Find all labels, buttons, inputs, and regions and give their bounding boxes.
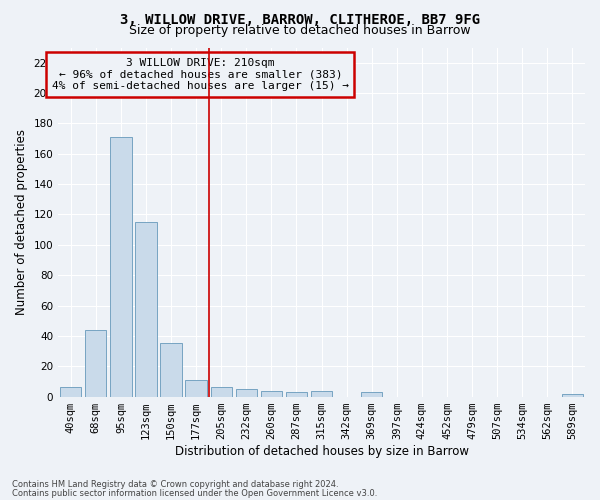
Bar — [136, 222, 157, 396]
Text: Size of property relative to detached houses in Barrow: Size of property relative to detached ho… — [129, 24, 471, 37]
Bar — [286, 392, 307, 396]
Bar — [236, 389, 257, 396]
Bar — [562, 394, 583, 396]
Bar — [211, 388, 232, 396]
Bar — [261, 390, 282, 396]
Text: Contains HM Land Registry data © Crown copyright and database right 2024.: Contains HM Land Registry data © Crown c… — [12, 480, 338, 489]
Y-axis label: Number of detached properties: Number of detached properties — [15, 129, 28, 315]
Bar — [361, 392, 382, 396]
Bar — [85, 330, 106, 396]
Bar — [311, 390, 332, 396]
Text: Contains public sector information licensed under the Open Government Licence v3: Contains public sector information licen… — [12, 488, 377, 498]
X-axis label: Distribution of detached houses by size in Barrow: Distribution of detached houses by size … — [175, 444, 469, 458]
Text: 3, WILLOW DRIVE, BARROW, CLITHEROE, BB7 9FG: 3, WILLOW DRIVE, BARROW, CLITHEROE, BB7 … — [120, 12, 480, 26]
Bar — [160, 344, 182, 396]
Bar — [110, 137, 131, 396]
Bar — [185, 380, 207, 396]
Bar — [60, 388, 82, 396]
Text: 3 WILLOW DRIVE: 210sqm
← 96% of detached houses are smaller (383)
4% of semi-det: 3 WILLOW DRIVE: 210sqm ← 96% of detached… — [52, 58, 349, 91]
